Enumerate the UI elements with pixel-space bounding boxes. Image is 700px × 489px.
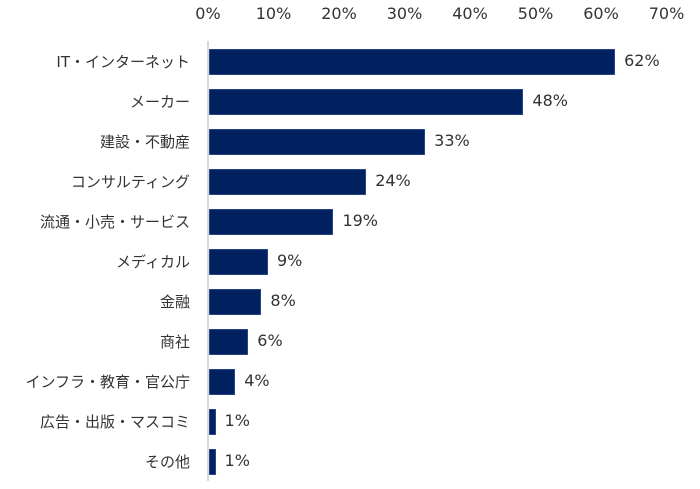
x-tick-label: 20% bbox=[321, 4, 357, 23]
bar-row: コンサルティング 24% bbox=[0, 162, 700, 202]
category-label: 商社 bbox=[159, 333, 190, 351]
x-tick-label: 0% bbox=[195, 4, 221, 23]
bar-row: その他 1% bbox=[0, 442, 700, 482]
bar-row: 広告・出版・マスコミ 1% bbox=[0, 402, 700, 442]
bar-row: 建設・不動産 33% bbox=[0, 122, 700, 162]
value-label: 24% bbox=[375, 171, 411, 190]
x-tick-label: 60% bbox=[583, 4, 619, 23]
value-label: 62% bbox=[624, 51, 660, 70]
category-label: 広告・出版・マスコミ bbox=[39, 413, 190, 431]
value-label: 9% bbox=[276, 251, 303, 270]
category-label: コンサルティング bbox=[70, 173, 190, 191]
bar-row: メディカル 9% bbox=[0, 242, 700, 282]
bar-row: メーカー 48% bbox=[0, 82, 700, 122]
value-label: 1% bbox=[224, 411, 250, 430]
bar bbox=[209, 449, 216, 475]
category-label: 金融 bbox=[159, 293, 190, 311]
bar-row: 金融 8% bbox=[0, 282, 700, 322]
bar bbox=[209, 289, 262, 315]
x-tick-label: 40% bbox=[452, 4, 488, 23]
category-label: IT・インターネット bbox=[56, 53, 190, 71]
x-tick-label: 10% bbox=[255, 4, 292, 23]
x-tick-label: 30% bbox=[386, 4, 423, 23]
category-label: インフラ・教育・官公庁 bbox=[25, 373, 190, 391]
value-label: 6% bbox=[257, 331, 283, 350]
bar bbox=[209, 209, 334, 235]
bar bbox=[209, 329, 249, 355]
bar bbox=[209, 409, 216, 435]
bar bbox=[209, 369, 236, 395]
category-label: その他 bbox=[144, 453, 190, 471]
value-label: 33% bbox=[434, 131, 470, 150]
category-label: 建設・不動産 bbox=[99, 133, 190, 151]
bar-row: インフラ・教育・官公庁 4% bbox=[0, 362, 700, 402]
x-tick-label: 50% bbox=[517, 4, 554, 23]
category-label: メディカル bbox=[116, 253, 190, 271]
category-label: メーカー bbox=[129, 93, 190, 111]
bar bbox=[209, 89, 524, 115]
value-label: 4% bbox=[244, 371, 270, 390]
value-label: 48% bbox=[532, 91, 568, 110]
bar-row: IT・インターネット 62% bbox=[0, 42, 700, 82]
bar bbox=[209, 249, 268, 275]
value-label: 19% bbox=[342, 211, 378, 230]
bar bbox=[209, 169, 367, 195]
bar-row: 流通・小売・サービス 19% bbox=[0, 202, 700, 242]
bar bbox=[209, 49, 616, 75]
value-label: 8% bbox=[270, 291, 296, 310]
bar-row: 商社 6% bbox=[0, 322, 700, 362]
x-tick-label: 70% bbox=[648, 4, 685, 23]
value-label: 1% bbox=[224, 451, 250, 470]
bar bbox=[209, 129, 426, 155]
y-axis-line bbox=[207, 41, 209, 481]
category-label: 流通・小売・サービス bbox=[39, 213, 190, 231]
